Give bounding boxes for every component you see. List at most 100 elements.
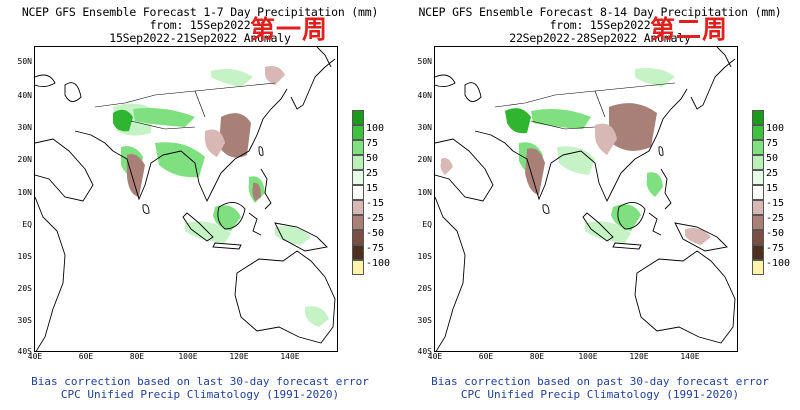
coast-sri-lanka	[542, 204, 550, 214]
coast-borneo	[617, 202, 646, 230]
week1-anomaly-shading	[113, 66, 329, 327]
legend-label-75: 75	[766, 138, 779, 149]
lon-label-60e: 60E	[478, 352, 494, 361]
legend-label-100: 100	[766, 123, 785, 134]
coast-newguinea	[674, 222, 728, 252]
coast-newguinea	[274, 222, 328, 252]
legend-swatch-minus100	[352, 260, 364, 275]
legend-label-100: 100	[366, 123, 385, 134]
coast-australia	[634, 250, 736, 344]
coast-bay	[562, 150, 622, 203]
legend-label-minus50: -50	[766, 228, 785, 239]
legend-swatch-75	[352, 125, 364, 140]
week1-map-canvas	[35, 47, 336, 351]
lat-label-40n: 40N	[17, 91, 32, 100]
legend-label-minus15: -15	[766, 198, 785, 209]
coast-sumatra	[582, 212, 614, 242]
lat-label-10n: 10N	[417, 188, 432, 197]
coast-sulawesi	[648, 212, 662, 236]
lat-label-20n: 20N	[17, 155, 32, 164]
legend-swatch-100	[752, 110, 764, 125]
lat-label-40s: 40S	[417, 347, 432, 356]
dry-area-philippines	[252, 182, 261, 201]
week1-footer-climatology: CPC Unified Precip Climatology (1991-202…	[60, 388, 340, 401]
coast-gulf	[74, 130, 114, 152]
lat-label-50n: 50N	[417, 57, 432, 66]
lat-label-20n: 20N	[417, 155, 432, 164]
legend-label-15: 15	[766, 183, 779, 194]
legend-swatch-25	[352, 155, 364, 170]
legend-label-25: 25	[366, 168, 379, 179]
coast-india	[112, 150, 164, 201]
week1-period: 15Sep2022-21Sep2022 Anomaly	[109, 31, 291, 45]
week2-label: 第二周	[650, 15, 729, 44]
legend-label-50: 50	[366, 153, 379, 164]
week2-issue-date: from: 15Sep2022	[549, 18, 651, 32]
legend-swatch-minus100	[752, 260, 764, 275]
legend-swatch-50	[352, 140, 364, 155]
coast-africa	[35, 196, 66, 351]
lon-label-140e: 140E	[280, 352, 300, 361]
coast-korea-japan	[690, 58, 736, 110]
week1-legend	[352, 110, 364, 275]
lon-label-120e: 120E	[629, 352, 649, 361]
wet-area-pakistan	[505, 108, 531, 134]
legend-swatch-minus25	[352, 215, 364, 230]
lat-label-20s: 20S	[17, 284, 32, 293]
lat-label-30s: 30S	[17, 316, 32, 325]
dry-area-china	[609, 103, 657, 151]
legend-label-25: 25	[766, 168, 779, 179]
week1-issue-date: from: 15Sep2022	[149, 18, 251, 32]
legend-swatch-25	[752, 155, 764, 170]
legend-swatch-100	[352, 110, 364, 125]
coast-taiwan	[258, 146, 264, 156]
dry-area-arabia	[440, 158, 453, 175]
week1-footer-bias: Bias correction based on last 30-day for…	[31, 375, 369, 388]
legend-swatch-15	[352, 170, 364, 185]
lon-label-140e: 140E	[680, 352, 700, 361]
legend-swatch-50	[752, 140, 764, 155]
lat-label-40s: 40S	[17, 347, 32, 356]
lat-label-eq: EQ	[22, 220, 32, 229]
coast-black-sea	[435, 74, 456, 88]
coast-arabia	[435, 138, 494, 202]
coast-india	[512, 150, 564, 201]
legend-label-minus75: -75	[766, 243, 785, 254]
coast-china	[220, 88, 288, 174]
coast-philippines	[660, 168, 672, 210]
week1-map	[34, 46, 338, 352]
wet-area-bay	[155, 142, 205, 178]
coast-caspian	[64, 82, 82, 102]
lat-label-10n: 10N	[17, 188, 32, 197]
legend-swatch-minus25	[752, 215, 764, 230]
coast-australia	[234, 250, 336, 344]
coast-kamchatka	[716, 47, 732, 68]
legend-label-50: 50	[766, 153, 779, 164]
legend-swatch-minus15	[352, 200, 364, 215]
week2-footer-climatology: CPC Unified Precip Climatology (1991-202…	[460, 388, 740, 401]
legend-swatch-15	[752, 170, 764, 185]
week2-title: NCEP GFS Ensemble Forecast 8-14 Day Prec…	[418, 5, 782, 19]
lon-label-100e: 100E	[178, 352, 198, 361]
lat-label-30n: 30N	[17, 123, 32, 132]
week2-legend	[752, 110, 764, 275]
coast-taiwan	[658, 146, 664, 156]
dry-area-india	[525, 148, 545, 195]
lat-label-eq: EQ	[422, 220, 432, 229]
wet-area-borneo	[213, 205, 241, 231]
legend-swatch-minus15	[752, 200, 764, 215]
week1-panel: NCEP GFS Ensemble Forecast 1-7 Day Preci…	[17, 6, 391, 402]
legend-swatch-neutral	[352, 185, 364, 200]
coast-borneo	[217, 202, 246, 230]
legend-label-15: 15	[366, 183, 379, 194]
dry-area-china-light	[205, 129, 225, 157]
legend-label-minus15: -15	[366, 198, 385, 209]
coast-kamchatka	[316, 47, 332, 68]
lat-label-40n: 40N	[417, 91, 432, 100]
wet-area-himalaya	[133, 108, 195, 127]
coast-borders	[494, 82, 676, 130]
legend-label-minus100: -100	[766, 258, 791, 269]
lon-label-80e: 80E	[529, 352, 545, 361]
lat-label-10s: 10S	[17, 252, 32, 261]
legend-label-minus50: -50	[366, 228, 385, 239]
